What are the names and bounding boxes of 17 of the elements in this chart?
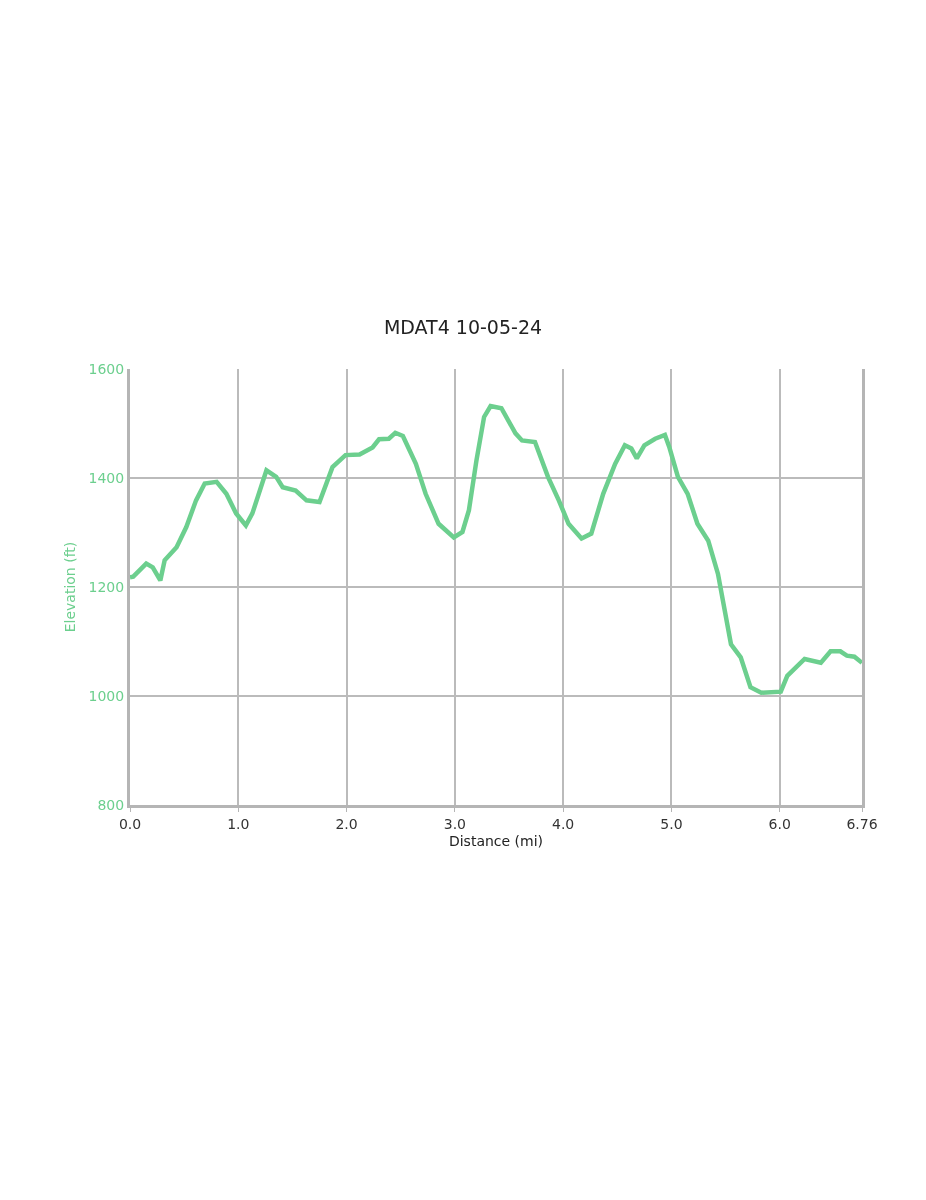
x-tick-label: 4.0 [552, 815, 575, 832]
x-axis-title: Distance (mi) [448, 833, 544, 850]
x-tick-label: 5.0 [660, 815, 683, 832]
y-tick-label: 1200 [88, 578, 125, 595]
x-tick-label: 0.0 [118, 815, 142, 832]
x-tick-label: 1.0 [227, 815, 250, 832]
y-tick-label: 800 [97, 796, 125, 813]
x-tick-label: 6.76 [846, 815, 878, 832]
x-tick-label: 2.0 [335, 815, 358, 832]
y-tick-label: 1400 [88, 469, 125, 486]
y-tick-label: 1600 [88, 360, 125, 377]
x-tick-label: 3.0 [443, 815, 466, 832]
chart-title: MDAT4 10-05-24 [383, 315, 543, 338]
x-tick-label: 6.0 [768, 815, 791, 832]
y-axis-title: Elevation (ft) [62, 541, 79, 633]
line-series [130, 403, 862, 695]
y-tick-label: 1000 [88, 687, 125, 704]
